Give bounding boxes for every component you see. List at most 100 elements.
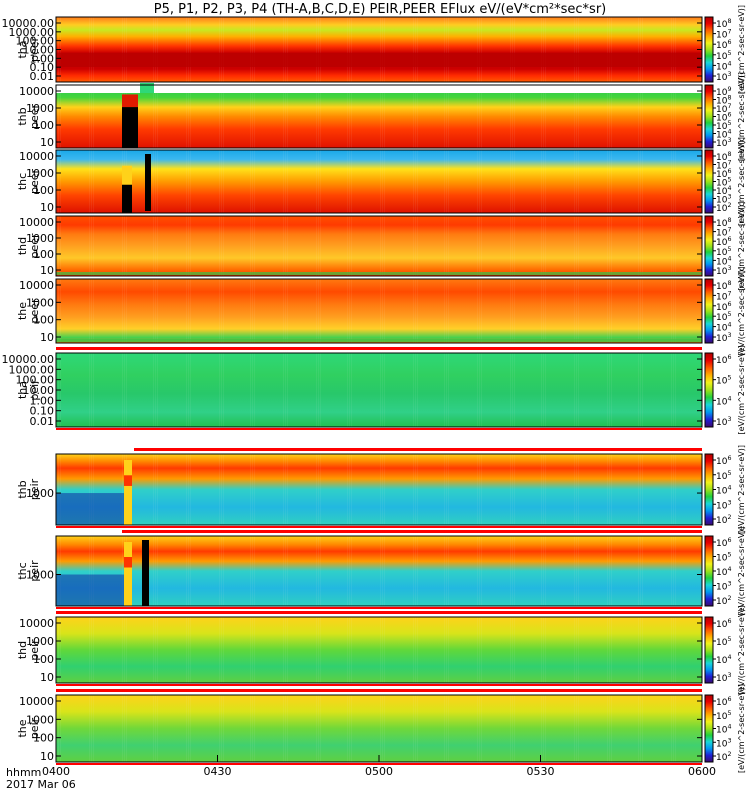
ytick-label: 1.00 — [30, 52, 55, 65]
colorbar-tick-label: 107 — [716, 290, 731, 302]
ytick-label: 1000.00 — [9, 26, 55, 39]
spectrogram-thd-peer — [56, 216, 702, 276]
ylabel-peer: peer — [28, 104, 41, 130]
ytick-label: 0.10 — [30, 405, 55, 418]
ytick-label: 10.00 — [23, 384, 55, 397]
ytick-label: 100.00 — [16, 35, 55, 48]
ytick-label: 1000 — [26, 296, 54, 309]
ylabel-peer: peer — [28, 37, 41, 63]
colorbar-tick-label: 103 — [716, 581, 731, 593]
colorbar-label: [eV/(cm^2-sec-sr-eV)] — [737, 445, 746, 534]
time-axis-label: hhmm 2017 Mar 06 — [6, 767, 76, 791]
colorbar-tick-label: 103 — [716, 137, 731, 149]
ytick-label: 10 — [40, 750, 54, 763]
panel-tha-peer: 10000.001000.00100.0010.001.000.100.01th… — [2, 5, 747, 94]
ytick-label: 1000 — [26, 232, 54, 245]
ytick-label: 10000 — [19, 85, 54, 98]
colorbar-tick-label: 102 — [716, 514, 731, 526]
data-gap — [142, 540, 149, 606]
colorbar-tick-label: 108 — [716, 95, 731, 107]
colorbar-tick-label: 105 — [716, 177, 731, 189]
ytick-label: 1000 — [26, 635, 54, 648]
ytick-label: 100 — [33, 248, 54, 261]
colorbar-tick-label: 103 — [716, 672, 731, 684]
ytick-label: 0.01 — [30, 415, 55, 428]
colorbar-tick-label: 105 — [716, 311, 731, 323]
colorbar-tha-peir — [704, 352, 714, 428]
data-gap — [145, 154, 151, 211]
colorbar-thd-peer — [704, 215, 714, 277]
colorbar-tick-label: 105 — [716, 50, 731, 62]
colorbar-tick-label: 104 — [716, 255, 731, 267]
ytick-label: 10000 — [19, 216, 54, 229]
colorbar-tick-label: 102 — [716, 202, 731, 214]
ytick-label: 0.10 — [30, 61, 55, 74]
panels: 10000.001000.00100.0010.001.000.100.01th… — [2, 5, 747, 773]
ytick-label: 10000.00 — [2, 353, 55, 366]
ytick-label: 10.00 — [23, 44, 55, 57]
ylabel-peir: peir — [28, 717, 41, 739]
colorbar-tick-label: 104 — [716, 395, 731, 407]
spectrogram-the-peer — [56, 279, 702, 343]
panel-frame — [55, 215, 703, 277]
colorbar-tick-label: 104 — [716, 566, 731, 578]
ytick-label: 10000.00 — [2, 17, 55, 30]
colorbar-thc-peir — [704, 535, 714, 607]
spectrogram-the-peir — [56, 695, 702, 762]
ytick-label: 10000 — [19, 279, 54, 292]
colorbar-label: [eV/(cm^2-sec-sr-eV)] — [737, 605, 746, 694]
colorbar-tick-label: 107 — [716, 103, 731, 115]
ylabel-peer: peer — [28, 233, 41, 259]
colorbar-tick-label: 104 — [716, 654, 731, 666]
panel-thd-peir: 10000 1000 100 10 thd peir 106 105 104 103 [eV/(cm… — [16, 605, 746, 694]
panel-frame — [55, 149, 703, 214]
colorbar-the-peir — [704, 694, 714, 763]
colorbar-tick-label: 104 — [716, 724, 731, 736]
colorbar-label: [eV/(cm^2-sec-sr-eV)] — [737, 345, 746, 434]
ytick-label: 10 — [40, 331, 54, 344]
colorbar-tick-label: 107 — [716, 29, 731, 41]
colorbar-tick-label: 105 — [716, 246, 731, 258]
colorbar-thd-peir — [704, 616, 714, 684]
ylabel-tha: tha — [16, 381, 29, 399]
colorbar-tick-label: 105 — [716, 375, 731, 387]
ylabel-thd: thd — [16, 237, 29, 255]
colorbar-tick-label: 107 — [716, 227, 731, 239]
ytick-label: 100 — [33, 653, 54, 666]
ylabel-peir: peir — [28, 639, 41, 661]
ylabel-the: the — [16, 719, 29, 737]
data-gap — [122, 107, 138, 148]
colorbar-tick-label: 105 — [716, 710, 731, 722]
spectrogram-tha-peir — [56, 353, 702, 427]
colorbar-tick-label: 102 — [716, 595, 731, 607]
colorbar-tick-label: 103 — [716, 71, 731, 83]
time-axis: 0400 0430 0500 0530 0600 — [42, 755, 716, 778]
colorbar-label: [eV/(cm^2-sec-sr-eV)] — [737, 201, 746, 290]
colorbar-label: [eV/(cm^2-sec-sr-eV)] — [737, 526, 746, 615]
time-format-label: hhmm — [6, 766, 42, 779]
colorbar-tick-label: 105 — [716, 552, 731, 564]
spectrogram-tha-peer — [56, 17, 702, 82]
ylabel-peir: peir — [28, 478, 41, 500]
ytick-label: 1000 — [26, 569, 54, 582]
panel-frame — [55, 535, 703, 607]
ytick-label: 100 — [33, 119, 54, 132]
panel-frame — [55, 278, 703, 344]
colorbar-tick-label: 106 — [716, 618, 731, 630]
colorbar-label: [eV/(cm^2-sec-sr-eV)] — [737, 72, 746, 161]
colorbar-label: [eV/(cm^2-sec-sr-eV)] — [737, 137, 746, 226]
colorbar-the-peer — [704, 278, 714, 344]
ylabel-tha: tha — [16, 40, 29, 58]
colorbar-tick-label: 108 — [716, 151, 731, 163]
colorbar-tick-label: 106 — [716, 354, 731, 366]
ytick-label: 1000 — [26, 713, 54, 726]
ylabel-thb: thb — [16, 107, 29, 125]
ylabel-thd: thd — [16, 641, 29, 659]
colorbar-tha-peer — [704, 16, 714, 83]
spectrogram-thd-peir — [56, 617, 702, 683]
